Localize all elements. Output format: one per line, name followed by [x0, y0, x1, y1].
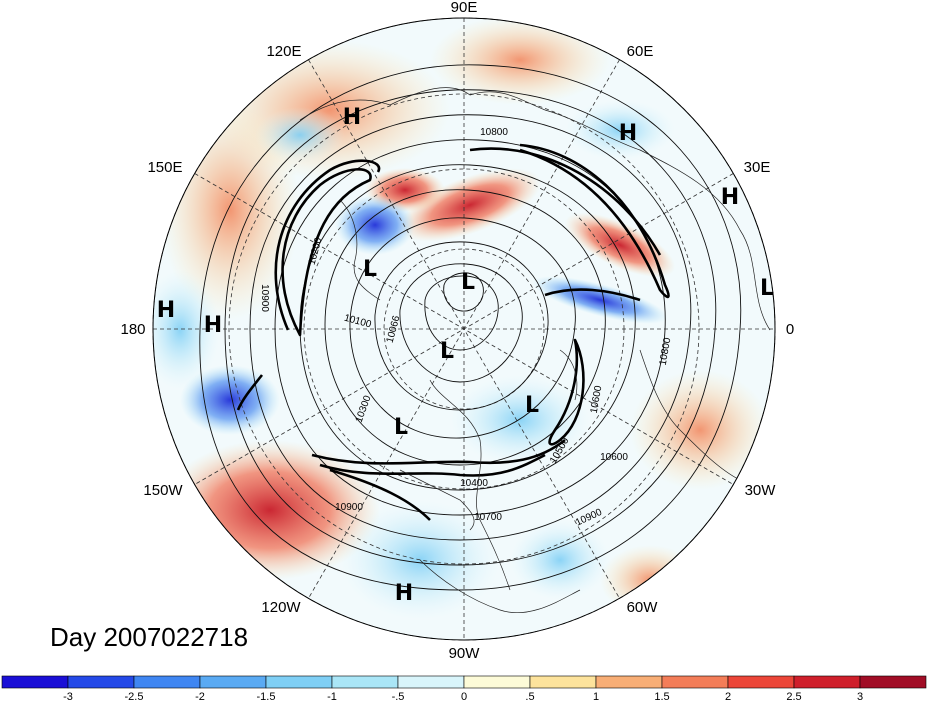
contour-value-labels: 10800 10900 10200 10100 10066 10300 1080… — [259, 127, 673, 529]
colorbar-tick-label: -2 — [195, 691, 205, 702]
low-center-marker: L — [525, 393, 539, 418]
colorbar-swatch — [529, 675, 597, 689]
colorbar-tick-label: .5 — [525, 691, 534, 702]
map-boundary — [152, 17, 776, 641]
contour-label: 10800 — [658, 336, 674, 366]
lon-label-120w: 120W — [261, 599, 301, 616]
colorbar-swatch — [397, 675, 465, 689]
colorbar-swatch — [133, 675, 201, 689]
colorbar-tick-label: 2 — [725, 691, 731, 702]
colorbar-swatch — [793, 675, 861, 689]
low-center-marker: L — [394, 415, 408, 440]
contour-label: 10400 — [460, 478, 488, 489]
lon-label-60e: 60E — [627, 43, 654, 60]
high-center-marker: H — [343, 105, 361, 130]
colorbar-swatch — [595, 675, 663, 689]
jet-contours — [236, 143, 670, 521]
low-center-marker: L — [363, 257, 377, 282]
low-center-marker: L — [440, 339, 454, 364]
low-center-marker: L — [760, 276, 774, 301]
lon-label-120e: 120E — [266, 43, 301, 60]
height-contours — [199, 64, 742, 591]
day-label: Day 2007022718 — [50, 622, 248, 652]
contour-label: 10600 — [600, 452, 628, 463]
contour-label: 10700 — [474, 512, 502, 523]
colorbar-swatch — [265, 675, 333, 689]
colorbar-tick-label: 3 — [857, 691, 863, 702]
colorbar-tick-label: 2.5 — [786, 691, 801, 702]
colorbar-swatch — [661, 675, 729, 689]
longitude-labels: 90E 120E 60E 150E 30E 180 0 150W 30W 120… — [120, 0, 794, 662]
colorbar-swatch — [67, 675, 135, 689]
colorbar-tick-label: -.5 — [392, 691, 405, 702]
lon-label-60w: 60W — [627, 599, 659, 616]
colorbar-tick-label: -2.5 — [125, 691, 144, 702]
colorbar-tick-label: -3 — [63, 691, 73, 702]
low-center-marker: L — [461, 270, 475, 295]
lon-label-150w: 150W — [143, 482, 183, 499]
contour-label: 10600 — [589, 384, 605, 414]
lon-label-90e: 90E — [451, 0, 478, 16]
lon-label-0: 0 — [786, 321, 794, 338]
colorbar-tick-label: 1.5 — [654, 691, 669, 702]
contour-label: 10800 — [480, 127, 508, 138]
high-center-marker: H — [721, 185, 739, 210]
colorbar-swatch — [331, 675, 399, 689]
high-center-marker: H — [619, 121, 637, 146]
colorbar-tick-label: -1 — [327, 691, 337, 702]
anomaly-field — [153, 18, 775, 640]
high-center-marker: H — [395, 581, 413, 606]
high-center-marker: H — [157, 298, 175, 323]
lon-label-30w: 30W — [745, 482, 777, 499]
colorbar-tick-label: -1.5 — [257, 691, 276, 702]
colorbar-swatch — [1, 675, 69, 689]
high-center-marker: H — [204, 313, 222, 338]
colorbar-swatch — [859, 675, 927, 689]
colorbar-tick-label: 0 — [461, 691, 467, 702]
contour-label: 10900 — [259, 284, 270, 312]
coastlines — [299, 87, 771, 614]
lon-label-180: 180 — [120, 321, 145, 338]
colorbar-tick-label: 1 — [593, 691, 599, 702]
colorbar-swatch — [199, 675, 267, 689]
contour-label: 10900 — [335, 502, 363, 513]
pressure-centers: H H H H H H L L L L L L — [157, 105, 774, 606]
lon-label-30e: 30E — [744, 159, 771, 176]
lon-label-150e: 150E — [147, 159, 182, 176]
colorbar: -3 -2.5 -2 -1.5 -1 -.5 0 .5 1 1.5 2 2.5 3 — [1, 675, 927, 702]
lon-label-90w: 90W — [449, 645, 481, 662]
colorbar-swatch — [727, 675, 795, 689]
colorbar-swatch — [463, 675, 531, 689]
